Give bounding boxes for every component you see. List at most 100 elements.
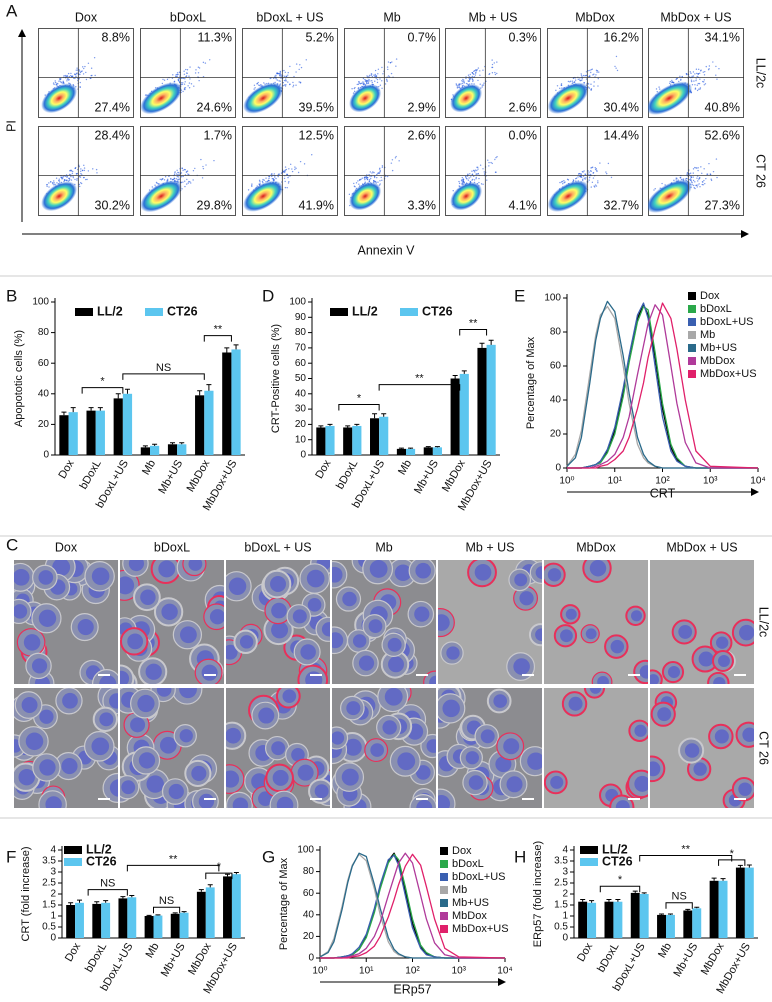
event-dot: [381, 177, 382, 178]
micrograph: [426, 681, 550, 818]
event-dot: [186, 183, 187, 184]
event-dot: [293, 76, 294, 77]
significance-label: *: [100, 376, 105, 388]
event-dot: [702, 181, 703, 182]
y-tick-label: 0: [555, 463, 561, 474]
event-dot: [288, 168, 289, 169]
event-dot: [395, 156, 396, 157]
event-dot: [189, 181, 190, 182]
event-dot: [179, 179, 180, 180]
x-tick-label: 10¹: [359, 966, 374, 977]
event-dot: [391, 61, 392, 62]
event-dot: [182, 91, 183, 92]
event-dot: [79, 186, 80, 187]
event-dot: [559, 88, 560, 89]
event-dot: [580, 73, 581, 74]
y-tick-label: 90: [295, 312, 307, 323]
event-dot: [475, 169, 476, 170]
event-dot: [285, 187, 286, 188]
micrograph: [107, 674, 224, 818]
y-tick-label: 40: [550, 395, 562, 406]
y-tick-label: 1: [562, 911, 568, 922]
event-dot: [184, 78, 185, 79]
event-dot: [205, 62, 206, 63]
event-dot: [462, 81, 463, 82]
event-dot: [693, 75, 694, 76]
error-bar: [399, 448, 404, 449]
event-dot: [377, 82, 378, 83]
event-dot: [84, 167, 85, 168]
event-dot: [373, 74, 374, 75]
event-dot: [70, 73, 71, 74]
x-tick-label: Dox: [57, 458, 77, 481]
legend-label: Mb: [452, 884, 467, 896]
significance-bracket: [127, 865, 219, 871]
bar: [69, 412, 78, 455]
nucleus: [590, 560, 606, 576]
y-tick-label: 1.5: [554, 900, 568, 911]
event-dot: [699, 83, 700, 84]
x-axis-label: Annexin V: [358, 243, 416, 257]
event-dot: [559, 182, 560, 183]
x-tick-label: MbDox: [186, 941, 214, 978]
bar: [745, 868, 754, 938]
nucleus: [137, 695, 154, 712]
significance-bracket: [379, 385, 460, 391]
y-tick-label: 4: [562, 845, 568, 856]
y-tick-label: 2.5: [554, 878, 568, 889]
legend-swatch: [440, 886, 448, 894]
event-dot: [172, 179, 173, 180]
event-dot: [458, 181, 459, 182]
event-dot: [490, 162, 491, 163]
event-dot: [185, 69, 186, 70]
nucleus: [560, 629, 573, 642]
event-dot: [470, 74, 471, 75]
x-tick-label: Mb+US: [412, 458, 441, 496]
event-dot: [274, 176, 275, 177]
significance-label: *: [618, 874, 623, 886]
event-dot: [616, 56, 617, 57]
nucleus: [127, 633, 143, 649]
event-dot: [298, 172, 299, 173]
event-dot: [588, 174, 589, 175]
error-bar: [116, 394, 121, 399]
bar: [433, 447, 442, 455]
column-title: Mb: [383, 10, 400, 24]
event-dot: [573, 180, 574, 181]
event-dot: [597, 85, 598, 86]
error-bar: [197, 391, 202, 396]
event-dot: [289, 66, 290, 67]
event-dot: [590, 171, 591, 172]
significance-label: **: [214, 324, 223, 336]
nucleus: [300, 644, 316, 660]
significance-bracket: [204, 336, 231, 342]
row-label: CT 26: [754, 154, 768, 188]
event-dot: [382, 165, 383, 166]
event-dot: [83, 73, 84, 74]
x-tick-label: bDoxL: [83, 941, 109, 975]
event-dot: [368, 79, 369, 80]
error-bar: [68, 903, 73, 905]
event-dot: [467, 173, 468, 174]
event-dot: [203, 168, 204, 169]
event-dot: [362, 81, 363, 82]
nucleus: [716, 637, 728, 649]
event-dot: [193, 170, 194, 171]
event-dot: [475, 173, 476, 174]
event-dot: [483, 84, 484, 85]
event-dot: [382, 167, 383, 168]
event-dot: [53, 84, 54, 85]
legend-label: Dox: [700, 290, 720, 302]
event-dot: [286, 76, 287, 77]
event-dot: [178, 176, 179, 177]
event-dot: [248, 189, 249, 190]
event-dot: [66, 80, 67, 81]
quadrant-percent: 12.5%: [299, 128, 334, 142]
event-dot: [359, 82, 360, 83]
event-dot: [473, 74, 474, 75]
event-dot: [698, 83, 699, 84]
event-dot: [74, 78, 75, 79]
event-dot: [489, 73, 490, 74]
micrograph: [6, 552, 121, 698]
y-axis-label: CRT (fold increase): [20, 847, 32, 942]
